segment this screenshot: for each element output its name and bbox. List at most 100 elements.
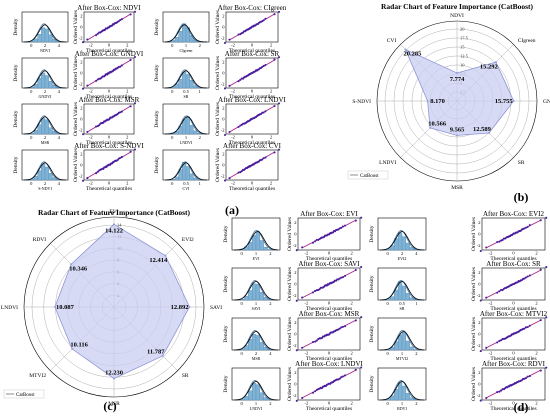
d-sr-qq-point xyxy=(524,276,527,279)
d-msr-qq-xtick: 0 xyxy=(328,351,331,356)
d-evi-qq-point xyxy=(295,249,298,252)
d-rdvi-hist-bar xyxy=(397,381,403,401)
b-radar-value-label: 7.774 xyxy=(450,76,465,83)
a-s-ndvi-qq-ytick: 0 xyxy=(80,163,83,168)
d-lndvi-qq-point xyxy=(360,366,363,369)
d-mtvi2-qq-ytick: 2 xyxy=(478,320,480,325)
d-evi-qq-point xyxy=(343,224,347,227)
d-sr-qq-frame xyxy=(481,267,546,301)
a-s-ndvi-qq-point xyxy=(96,170,99,173)
d-rdvi-qq-point xyxy=(545,366,548,369)
c-radar-axis-label: LNDVI xyxy=(1,305,18,311)
a-lndvi-hist-tick: 1 xyxy=(185,135,187,140)
d-msr-qq-point xyxy=(341,325,344,328)
c-radar-vertex xyxy=(161,354,164,357)
a-cigreen-hist-bar xyxy=(182,23,187,43)
panel-d-qq-grid: Density 0 1 2 EVI After Box-Cox: EVI Ordered V… xyxy=(223,210,548,412)
d-lndvi-hist-xlabel: LNDVI xyxy=(250,406,263,411)
a-ndvi-qq-xtick: -2 xyxy=(89,43,93,48)
a-lndvi-qq-frame xyxy=(225,103,279,135)
d-rdvi-qq-point xyxy=(479,399,482,402)
a-msr-hist-bar xyxy=(41,118,46,135)
a-cigreen-qq-title: After Box-Cox: CIgreen xyxy=(218,4,287,12)
a-msr-qq-point xyxy=(119,111,122,114)
a-lndvi-qq-point xyxy=(262,111,265,114)
d-sr-hist-bar xyxy=(405,293,410,301)
d-lndvi-normal-curve xyxy=(233,381,279,401)
a-msr-hist-bar xyxy=(33,130,38,135)
d-evi2-qq-xtick: 0 xyxy=(512,251,515,256)
d-savi-hist-xlabel: SAVI xyxy=(252,306,261,311)
a-cvi-qq-point xyxy=(228,177,231,180)
d-evi-qq-ytick: 2 xyxy=(294,220,296,225)
a-sr-qq-point xyxy=(277,56,281,59)
d-sr-qq-point xyxy=(528,274,531,277)
a-cigreen-qq-ylabel: Ordered Values xyxy=(215,10,221,44)
d-savi-hist-bar xyxy=(248,290,253,301)
d-mtvi2-qq-title: After Box-Cox: MTVI2 xyxy=(480,310,548,318)
a-s-ndvi-qq-point xyxy=(119,156,122,159)
d-msr-hist-bar xyxy=(263,347,268,351)
c-radar-axis-label: RDVI xyxy=(33,237,47,243)
d-msr-qq-point xyxy=(343,325,347,328)
d-savi-qq-ytick: 0 xyxy=(294,282,297,287)
d-msr-hist-tick: 0 xyxy=(240,351,243,356)
d-sr-qq-point xyxy=(479,299,482,302)
d-evi2-qq-point xyxy=(526,225,529,228)
d-sr-qq-point xyxy=(526,275,529,278)
a-cvi-qq-point xyxy=(264,156,267,159)
c-radar-vertex xyxy=(113,377,115,380)
d-rdvi-qq-point xyxy=(500,389,503,392)
a-msr-qq-xtick: 0 xyxy=(108,135,111,140)
c-radar-value-label: 10.087 xyxy=(56,304,75,311)
a-gndvi-hist-tick: 0 xyxy=(30,89,33,94)
d-evi2-qq-ytick: 2 xyxy=(478,220,480,225)
b-legend-label: CatBoost xyxy=(360,174,379,179)
d-rdvi-hist-tick: 1 xyxy=(401,401,403,406)
d-msr-qq-ylabel: Ordered Values xyxy=(287,317,293,351)
a-gndvi-qq-ylabel: Ordered Values xyxy=(73,56,79,90)
d-msr-qq-point xyxy=(295,349,298,352)
a-ndvi-qq-point xyxy=(96,32,99,35)
d-evi-hist-tick: 2 xyxy=(269,251,271,256)
a-ndvi-qq-ylabel: Ordered Values xyxy=(73,10,79,44)
a-cigreen-hist-bar xyxy=(171,40,176,43)
d-evi-hist-ylabel: Density xyxy=(223,225,229,242)
d-rdvi-qq-ytick: 0 xyxy=(478,382,481,387)
a-ndvi-qq-title: After Box-Cox: NDVI xyxy=(77,4,141,12)
b-radar-vertex xyxy=(488,132,490,134)
d-msr-qq-point xyxy=(340,326,343,329)
d-sr-qq-point xyxy=(496,291,499,294)
d-lndvi-qq-ytick: -2 xyxy=(293,393,297,398)
d-lndvi-hist-bar xyxy=(248,390,253,401)
d-savi-hist-tick: 0 xyxy=(240,301,243,306)
c-radar-title: Radar Chart of Feature Importance (CatBo… xyxy=(38,208,190,217)
d-sr-qq-point xyxy=(498,290,501,293)
a-sr-qq-point xyxy=(237,80,240,83)
d-sr-normal-curve xyxy=(379,281,425,301)
a-lndvi-qq-point xyxy=(264,110,267,113)
a-lndvi-qq-ylabel: Ordered Values xyxy=(215,102,221,136)
a-ndvi-qq-point xyxy=(133,10,137,13)
d-savi-qq-point xyxy=(301,296,304,299)
a-cigreen-qq-point xyxy=(264,17,267,20)
a-msr-hist-bar xyxy=(37,124,42,135)
d-evi2-qq-point xyxy=(524,226,527,229)
d-lndvi-qq-ytick: 0 xyxy=(294,382,297,387)
d-rdvi-qq-frame xyxy=(481,367,546,401)
d-rdvi-hist-tick: 0 xyxy=(386,401,389,406)
d-mtvi2-qq-point xyxy=(479,350,482,353)
a-msr-hist-xlabel: MSR xyxy=(41,140,50,145)
a-gndvi-qq-xtick: 0 xyxy=(108,89,111,94)
c-radar-value-label: 14.122 xyxy=(105,227,123,234)
a-cvi-qq-point xyxy=(223,179,227,182)
a-cigreen-qq-point xyxy=(277,10,281,13)
a-s-ndvi-qq-xlabel: Theoretical quantiles xyxy=(86,186,132,192)
d-evi2-hist-xlabel: EVI2 xyxy=(398,256,407,261)
a-lndvi-hist-ylabel: Density xyxy=(154,110,160,127)
a-cvi-qq-title: After Box-Cox: CVI xyxy=(223,142,282,150)
a-msr-hist-tick: 4 xyxy=(58,135,61,140)
d-msr-hist-bar xyxy=(255,335,261,351)
a-msr-qq-point xyxy=(133,102,137,105)
d-evi-qq-point xyxy=(315,238,318,241)
